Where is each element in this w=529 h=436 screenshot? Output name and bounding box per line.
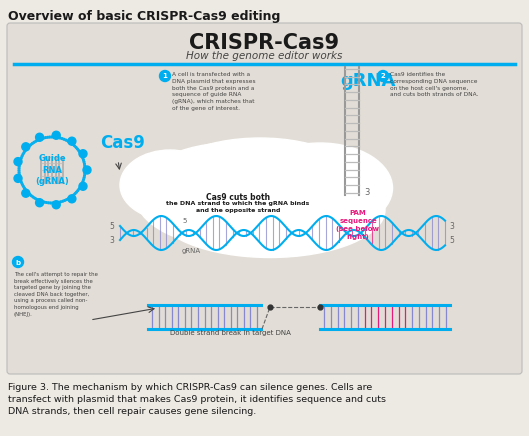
Text: PAM
sequence
(see below
right): PAM sequence (see below right) <box>336 210 379 240</box>
Ellipse shape <box>135 143 335 248</box>
Circle shape <box>160 71 170 82</box>
Text: 1: 1 <box>162 74 168 79</box>
Ellipse shape <box>248 143 393 233</box>
Text: Guide
RNA
(gRNA): Guide RNA (gRNA) <box>35 154 69 186</box>
Circle shape <box>22 189 30 197</box>
Circle shape <box>83 166 91 174</box>
Text: transfect with plasmid that makes Cas9 protein, it identifies sequence and cuts: transfect with plasmid that makes Cas9 p… <box>8 395 386 404</box>
Text: Cas9 cuts both: Cas9 cuts both <box>206 193 270 202</box>
Text: How the genome editor works: How the genome editor works <box>186 51 342 61</box>
Circle shape <box>13 256 23 268</box>
Text: Figure 3. The mechanism by which CRISPR-Cas9 can silence genes. Cells are: Figure 3. The mechanism by which CRISPR-… <box>8 383 372 392</box>
Circle shape <box>52 131 60 139</box>
Text: and the opposite strand: and the opposite strand <box>196 208 280 213</box>
Text: Overview of basic CRISPR-Cas9 editing: Overview of basic CRISPR-Cas9 editing <box>8 10 280 23</box>
Text: b: b <box>15 259 21 266</box>
FancyBboxPatch shape <box>7 23 522 374</box>
Circle shape <box>35 133 43 141</box>
Text: A cell is transfected with a
DNA plasmid that expresses
both the Cas9 protein an: A cell is transfected with a DNA plasmid… <box>172 72 256 111</box>
Ellipse shape <box>155 163 385 258</box>
Circle shape <box>52 201 60 209</box>
Text: 3: 3 <box>364 187 369 197</box>
Text: the DNA strand to which the gRNA binds: the DNA strand to which the gRNA binds <box>167 201 309 206</box>
Circle shape <box>14 158 22 166</box>
Text: 5: 5 <box>449 235 454 245</box>
Text: 2: 2 <box>381 74 385 79</box>
Text: DNA strands, then cell repair causes gene silencing.: DNA strands, then cell repair causes gen… <box>8 407 256 416</box>
Circle shape <box>14 174 22 182</box>
Text: Cas9 identifies the
corresponding DNA sequence
on the host cell's genome,
and cu: Cas9 identifies the corresponding DNA se… <box>390 72 478 97</box>
Circle shape <box>35 199 43 207</box>
Text: 3: 3 <box>109 235 114 245</box>
Text: The cell's attempt to repair the
break effectively silences the
targeted gene by: The cell's attempt to repair the break e… <box>14 272 98 317</box>
Text: gRNA: gRNA <box>182 248 201 254</box>
Circle shape <box>68 195 76 203</box>
Ellipse shape <box>120 150 220 220</box>
Text: Double strand break in target DNA: Double strand break in target DNA <box>170 330 290 336</box>
Text: 5: 5 <box>109 221 114 231</box>
Text: CRISPR-Cas9: CRISPR-Cas9 <box>189 33 339 53</box>
Text: 5: 5 <box>182 218 186 224</box>
Text: 3: 3 <box>449 221 454 231</box>
Circle shape <box>79 182 87 190</box>
Ellipse shape <box>155 138 365 238</box>
Circle shape <box>378 71 388 82</box>
Circle shape <box>68 137 76 145</box>
Circle shape <box>22 143 30 151</box>
Text: Cas9: Cas9 <box>100 134 145 152</box>
Text: gRNA: gRNA <box>340 72 395 90</box>
Circle shape <box>79 150 87 158</box>
